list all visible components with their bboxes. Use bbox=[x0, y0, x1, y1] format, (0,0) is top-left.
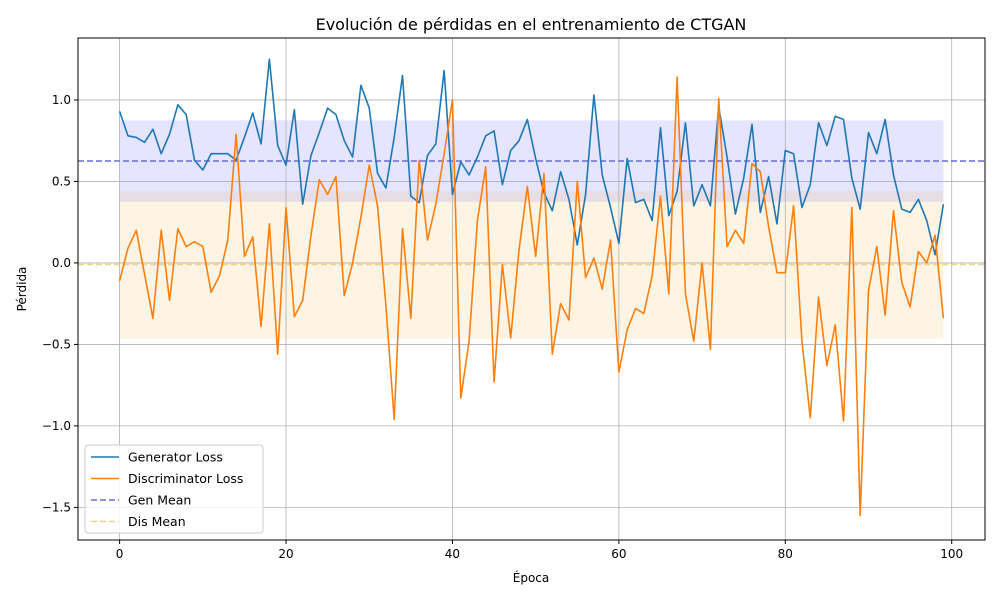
y-tick-label: 0.0 bbox=[52, 256, 71, 270]
x-tick-label: 40 bbox=[445, 547, 460, 561]
generator-loss-line bbox=[118, 58, 945, 256]
y-tick-label: −1.5 bbox=[42, 500, 71, 514]
y-tick-label: 0.5 bbox=[52, 174, 71, 188]
plot-area: 0 20 40 60 80 100 −1.5 −1.0 −0.5 0.0 0.5 1.0 Generat… bbox=[42, 37, 986, 561]
y-axis-label: Pérdida bbox=[15, 267, 29, 312]
y-tick-label: −1.0 bbox=[42, 419, 71, 433]
axes-frame bbox=[77, 37, 986, 541]
x-tick-label: 0 bbox=[116, 547, 124, 561]
y-tick-label: 1.0 bbox=[52, 93, 71, 107]
legend-box bbox=[84, 444, 264, 534]
legend-label: Dis Mean bbox=[128, 514, 186, 529]
legend-label: Gen Mean bbox=[128, 493, 191, 508]
legend-label: Discriminator Loss bbox=[128, 471, 243, 486]
x-tick-label: 20 bbox=[278, 547, 293, 561]
x-tick-label: 100 bbox=[940, 547, 963, 561]
x-axis-label: Época bbox=[513, 570, 550, 585]
discriminator-loss-line bbox=[118, 76, 945, 517]
y-tick-label: −0.5 bbox=[42, 337, 71, 351]
chart-title: Evolución de pérdidas en el entrenamient… bbox=[316, 15, 747, 34]
legend-label: Generator Loss bbox=[128, 450, 223, 465]
x-tick-label: 60 bbox=[611, 547, 626, 561]
x-tick-label: 80 bbox=[778, 547, 793, 561]
